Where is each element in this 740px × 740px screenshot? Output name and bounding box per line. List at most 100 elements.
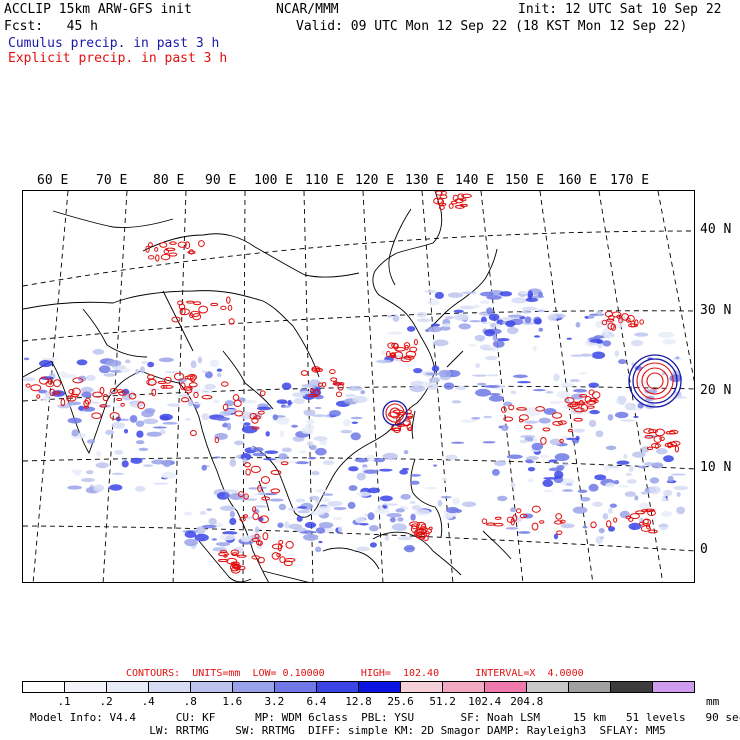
cumulus-precip-cell — [610, 333, 615, 337]
explicit-precip-contour — [53, 391, 61, 395]
contours-low: LOW= 0.10000 — [252, 668, 325, 679]
cumulus-precip-cell — [505, 527, 519, 530]
cumulus-precip-cell — [362, 464, 368, 468]
cumulus-precip-cell — [211, 538, 218, 541]
cumulus-precip-cell — [104, 429, 115, 435]
cumulus-precip-cell — [661, 495, 667, 503]
cumulus-precip-cell — [497, 337, 510, 342]
cumulus-precip-cell — [592, 501, 603, 507]
cumulus-precip-cell — [640, 491, 649, 495]
color-bar-label-4: 1.6 — [222, 695, 243, 708]
cumulus-precip-cell — [575, 321, 581, 328]
explicit-precip-contour — [151, 388, 157, 397]
cumulus-precip-cell — [623, 454, 628, 459]
model-title: ACCLIP 15km ARW-GFS init — [4, 2, 192, 17]
cumulus-precip-cell — [604, 465, 611, 472]
cumulus-precip-cell — [661, 510, 673, 517]
cumulus-precip-cell — [538, 327, 544, 332]
cumulus-precip-cell — [651, 462, 664, 469]
explicit-precip-label: Explicit precip. in past 3 h — [8, 51, 228, 66]
explicit-precip-contour — [239, 516, 246, 522]
color-bar-label-7: 12.8 — [345, 695, 372, 708]
explicit-precip-contour — [481, 518, 488, 524]
cumulus-precip-cell — [318, 521, 334, 529]
explicit-precip-contour — [643, 428, 655, 434]
cumulus-precip-cell — [368, 525, 379, 532]
cumulus-precip-cell — [382, 503, 399, 506]
contours-prefix: CONTOURS: — [126, 668, 181, 679]
cumulus-precip-cell — [461, 291, 477, 295]
explicit-precip-contour — [579, 399, 584, 406]
cumulus-precip-cell — [424, 289, 437, 293]
cumulus-precip-cell — [633, 415, 639, 418]
cumulus-precip-cell — [539, 455, 550, 458]
explicit-precip-contour — [187, 250, 196, 255]
explicit-precip-contour — [629, 513, 640, 520]
forecast-hour: Fcst: 45 h — [4, 19, 98, 34]
cumulus-precip-cell — [380, 350, 386, 355]
explicit-precip-contour — [128, 392, 137, 400]
explicit-precip-contour — [280, 461, 289, 466]
cumulus-precip-cell — [67, 485, 83, 490]
cumulus-precip-cell — [318, 540, 323, 544]
explicit-precip-contour — [413, 530, 418, 536]
cumulus-precip-cell — [587, 315, 595, 319]
cumulus-precip-cell — [445, 454, 458, 461]
explicit-precip-contour — [553, 520, 563, 525]
cumulus-precip-cell — [356, 546, 370, 552]
cumulus-precip-cell — [95, 462, 109, 469]
explicit-precip-contour — [137, 401, 146, 410]
cumulus-precip-cell — [409, 500, 416, 505]
color-bin-3 — [149, 682, 191, 692]
cumulus-precip-cell — [538, 291, 543, 298]
cumulus-precip-cell — [121, 460, 129, 468]
cumulus-precip-cell — [434, 291, 444, 300]
explicit-precip-contour — [654, 428, 665, 437]
cumulus-precip-cell — [296, 515, 303, 522]
cumulus-precip-cell — [67, 401, 81, 406]
cumulus-precip-cell — [605, 445, 617, 451]
explicit-precip-contour — [25, 383, 31, 388]
explicit-precip-contour — [556, 530, 563, 535]
cumulus-precip-cell — [486, 307, 494, 315]
explicit-precip-contour — [253, 415, 261, 420]
explicit-precip-contour — [516, 407, 527, 411]
explicit-precip-contour — [91, 412, 102, 420]
explicit-precip-contour — [667, 442, 672, 449]
cumulus-precip-cell — [471, 417, 481, 420]
explicit-precip-contour — [403, 355, 415, 360]
explicit-precip-contour — [230, 561, 240, 566]
cumulus-precip-cell — [472, 374, 488, 377]
explicit-precip-contour — [168, 252, 178, 257]
explicit-precip-contour — [493, 522, 504, 527]
explicit-precip-contour — [226, 557, 238, 565]
explicit-precip-contour — [535, 406, 545, 412]
explicit-precip-contour — [257, 484, 263, 493]
cumulus-precip-cell — [617, 485, 629, 488]
explicit-precip-contour — [542, 427, 551, 432]
cumulus-precip-cell — [607, 414, 614, 421]
cumulus-precip-cell — [184, 530, 197, 539]
color-bar — [22, 681, 695, 693]
cumulus-precip-cell — [507, 314, 523, 318]
cumulus-precip-cell — [129, 415, 138, 423]
cumulus-precip-cell — [368, 487, 380, 494]
cumulus-precip-cell — [431, 365, 440, 372]
cumulus-precip-cell — [187, 399, 194, 407]
explicit-precip-contour — [573, 417, 583, 422]
cumulus-precip-field — [23, 288, 689, 554]
cumulus-precip-cell — [294, 527, 307, 533]
cumulus-precip-cell — [304, 521, 317, 529]
cumulus-precip-cell — [536, 309, 546, 313]
cumulus-precip-cell — [452, 497, 461, 505]
cumulus-precip-cell — [204, 383, 216, 390]
cumulus-precip-cell — [74, 471, 81, 476]
cumulus-precip-cell — [379, 495, 393, 502]
cumulus-precip-cell — [409, 474, 422, 477]
explicit-precip-contour — [217, 558, 229, 563]
cumulus-precip-cell — [510, 390, 517, 395]
cumulus-precip-cell — [458, 323, 471, 330]
lat-label-2: 20 N — [700, 383, 732, 398]
cumulus-precip-cell — [416, 318, 432, 323]
cumulus-precip-cell — [248, 487, 259, 490]
